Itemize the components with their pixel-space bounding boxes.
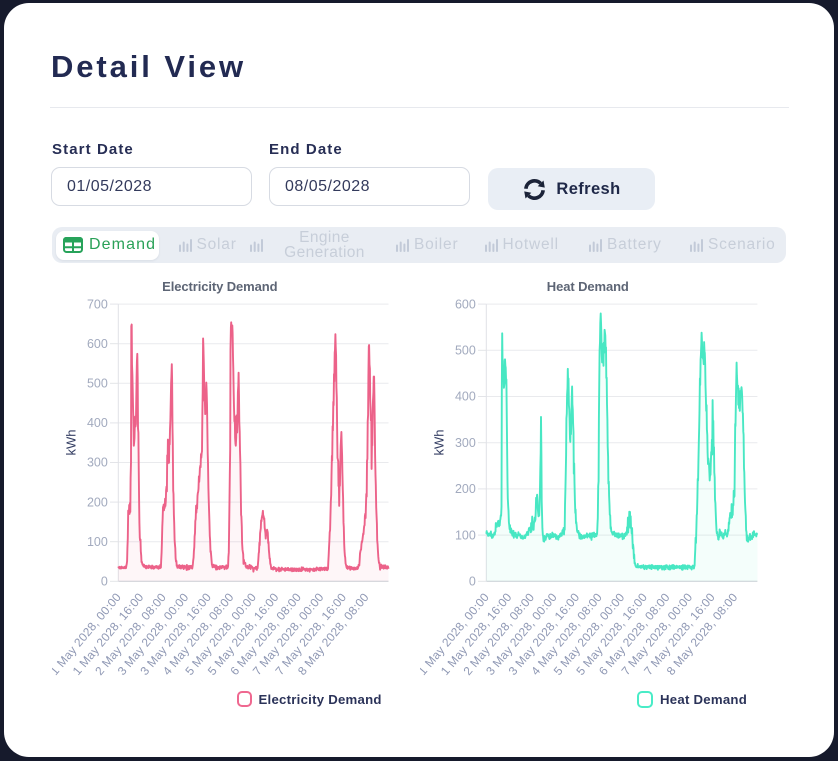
svg-text:400: 400 [87, 416, 108, 430]
svg-text:600: 600 [87, 337, 108, 351]
svg-text:300: 300 [455, 436, 476, 450]
svg-text:Electricity Demand: Electricity Demand [162, 279, 277, 294]
svg-text:Heat Demand: Heat Demand [547, 279, 629, 294]
svg-text:0: 0 [101, 575, 108, 589]
svg-text:200: 200 [87, 495, 108, 509]
svg-text:500: 500 [455, 344, 476, 358]
svg-text:300: 300 [87, 456, 108, 470]
svg-text:700: 700 [87, 297, 108, 311]
svg-text:kWh: kWh [432, 430, 447, 456]
svg-text:600: 600 [455, 297, 476, 311]
svg-text:200: 200 [455, 482, 476, 496]
svg-text:100: 100 [87, 535, 108, 549]
svg-text:0: 0 [469, 575, 476, 589]
svg-text:500: 500 [87, 377, 108, 391]
svg-text:kWh: kWh [64, 430, 79, 456]
svg-text:100: 100 [455, 528, 476, 542]
svg-text:400: 400 [455, 390, 476, 404]
